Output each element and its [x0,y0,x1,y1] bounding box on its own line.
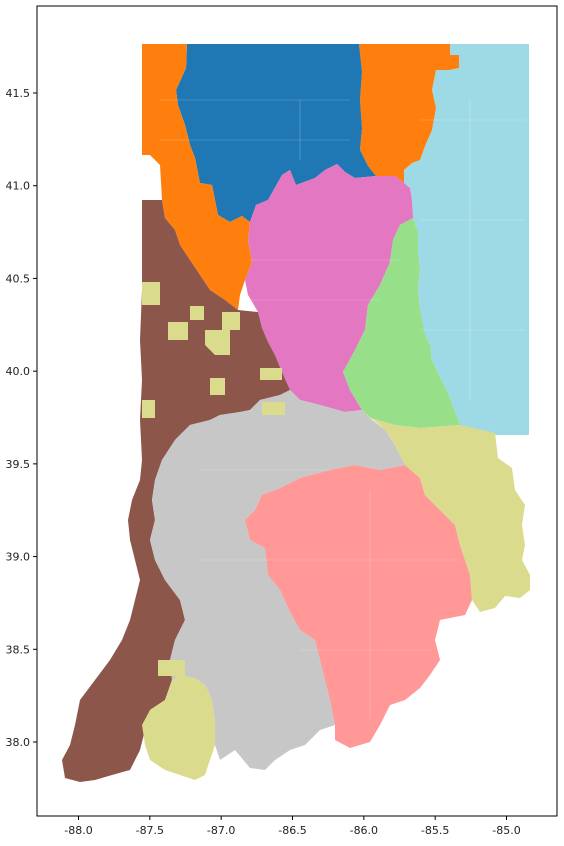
y-tick-label: 41.0 [6,180,31,193]
district-pink [245,164,413,412]
district-green [343,218,460,428]
district-olive-fragment-5 [210,378,225,395]
district-olive-fragment-2 [168,322,188,340]
x-tick-label: -87.0 [207,824,235,837]
district-olive-fragment-4 [222,312,240,330]
x-tick-label: -85.0 [492,824,520,837]
district-olive-fragment-3 [205,330,230,355]
districts [62,44,530,782]
district-lightblue [404,44,529,435]
district-olive-se [362,410,530,612]
district-blue [176,44,376,222]
district-olive-fragment-10 [190,306,204,320]
y-tick-label: 41.5 [6,87,31,100]
y-axis-ticks: 38.0 38.5 39.0 39.5 40.0 40.5 41.0 41.5 [6,87,37,749]
y-tick-label: 39.5 [6,458,31,471]
x-axis-ticks: -88.0 -87.5 -87.0 -86.5 -86.0 -85.5 -85.0 [64,816,521,837]
district-olive-fragment-6 [260,368,282,380]
district-olive-fragment-1 [142,282,160,305]
district-gray [150,390,405,770]
district-brown [62,200,290,782]
x-tick-label: -86.5 [278,824,306,837]
district-olive-fragment-7 [142,400,155,418]
y-tick-label: 40.5 [6,272,31,285]
y-tick-label: 40.0 [6,365,31,378]
district-orange-nw [142,44,252,310]
district-orange-ne [359,44,459,183]
x-tick-label: -88.0 [64,824,92,837]
district-olive-fragment-9 [158,660,185,676]
district-olive-fragment-8 [262,402,285,415]
x-tick-label: -87.5 [136,824,164,837]
y-tick-label: 38.5 [6,643,31,656]
y-tick-label: 39.0 [6,551,31,564]
x-tick-label: -86.0 [350,824,378,837]
x-tick-label: -85.5 [421,824,449,837]
district-salmon [245,465,472,748]
axes-frame [36,5,558,817]
y-tick-label: 38.0 [6,736,31,749]
district-olive-sw [142,675,215,780]
precinct-texture [160,99,525,720]
